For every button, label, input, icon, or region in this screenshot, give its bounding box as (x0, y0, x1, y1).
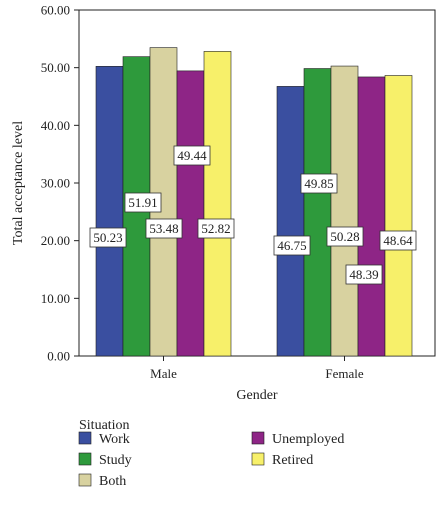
bar-work-female (276, 86, 305, 357)
bar-both-female (330, 65, 359, 357)
legend-swatch-both (78, 473, 92, 487)
data-label-box (197, 218, 235, 239)
data-label-box (173, 145, 211, 166)
x-tick-label: Female (325, 366, 363, 381)
bar-work-male (95, 66, 124, 357)
y-tick-label: 40.00 (41, 118, 70, 133)
bar-retired-male (203, 51, 232, 357)
legend-title: Situation (79, 418, 130, 433)
data-label-box (124, 192, 162, 213)
data-label: 48.64 (383, 233, 413, 248)
y-tick-label: 50.00 (41, 60, 70, 75)
data-label: 51.91 (128, 195, 157, 210)
legend-label-study: Study (99, 453, 132, 468)
legend-swatch-work (78, 431, 92, 445)
bar-retired-female (384, 75, 413, 357)
y-tick-label: 0.00 (47, 349, 70, 364)
y-tick-label: 10.00 (41, 291, 70, 306)
legend-label-unemployed: Unemployed (272, 432, 344, 447)
data-label: 49.85 (304, 176, 333, 191)
x-tick-label: Male (150, 366, 177, 381)
legend-swatch-retired (251, 452, 265, 466)
bar-unemployed-female (357, 76, 386, 357)
data-label-box (326, 226, 364, 247)
data-label: 49.44 (177, 148, 207, 163)
data-label-box (379, 230, 417, 251)
y-tick-label: 60.00 (41, 3, 70, 18)
bar-unemployed-male (176, 70, 205, 357)
data-label-box (345, 264, 383, 285)
y-tick-label: 20.00 (41, 233, 70, 248)
data-label: 50.23 (93, 230, 122, 245)
legend-label-work: Work (99, 432, 130, 447)
data-label-box (300, 173, 338, 194)
x-axis-title: Gender (236, 388, 278, 403)
y-axis-title: Total acceptance level (11, 121, 26, 245)
y-tick-label: 30.00 (41, 176, 70, 191)
bar-both-male (149, 47, 178, 357)
data-label-box (89, 227, 127, 248)
legend-swatch-unemployed (251, 431, 265, 445)
data-label: 52.82 (201, 221, 230, 236)
legend-label-retired: Retired (272, 453, 313, 468)
legend-label-both: Both (99, 474, 126, 489)
data-label: 50.28 (330, 229, 359, 244)
data-label: 53.48 (149, 221, 178, 236)
bar-study-female (303, 68, 332, 357)
data-label-box (145, 218, 183, 239)
data-label: 48.39 (349, 267, 378, 282)
data-label: 46.75 (277, 238, 306, 253)
legend-swatch-study (78, 452, 92, 466)
data-label-box (273, 235, 311, 256)
